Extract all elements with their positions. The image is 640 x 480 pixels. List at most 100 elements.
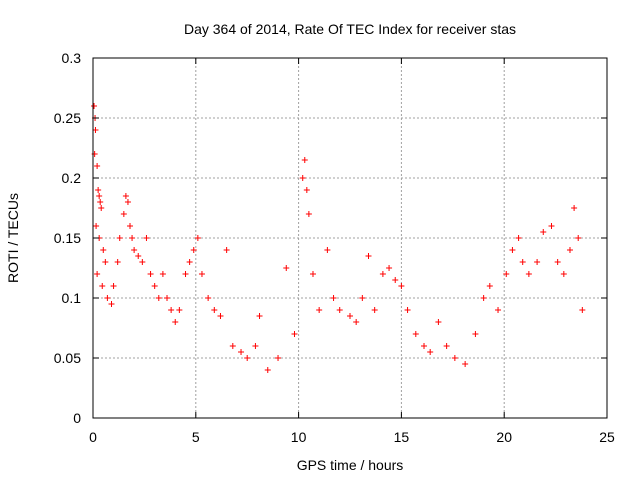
data-point	[480, 295, 487, 301]
data-point	[217, 313, 224, 319]
data-point	[305, 211, 312, 217]
data-point	[129, 235, 136, 241]
data-point	[91, 103, 98, 109]
chart-title: Day 364 of 2014, Rate Of TEC Index for r…	[184, 21, 516, 37]
x-tick-label: 25	[599, 429, 615, 445]
data-point	[303, 187, 310, 193]
data-point	[93, 223, 100, 229]
data-point	[176, 307, 183, 313]
data-point	[575, 235, 582, 241]
data-point	[135, 253, 142, 259]
data-point	[172, 319, 179, 325]
data-point	[571, 205, 578, 211]
data-point	[223, 247, 230, 253]
data-point	[256, 313, 263, 319]
data-point	[443, 343, 450, 349]
data-point	[365, 253, 372, 259]
data-point	[186, 259, 193, 265]
data-point	[291, 331, 298, 337]
x-tick-label: 10	[291, 429, 307, 445]
data-point	[198, 271, 205, 277]
data-point	[108, 301, 115, 307]
y-tick-label: 0.25	[54, 110, 81, 126]
data-point	[503, 271, 510, 277]
grid-lines	[93, 58, 607, 418]
data-point	[190, 247, 197, 253]
data-point	[124, 199, 131, 205]
data-point	[392, 277, 399, 283]
x-axis-label: GPS time / hours	[297, 457, 404, 473]
data-point	[102, 259, 109, 265]
data-point	[100, 247, 107, 253]
data-point	[347, 313, 353, 319]
data-point	[579, 307, 586, 313]
data-point	[324, 247, 331, 253]
data-point	[98, 205, 105, 211]
data-point	[566, 247, 573, 253]
data-point	[264, 367, 271, 373]
data-point	[211, 307, 218, 313]
data-point	[194, 235, 201, 241]
data-point	[299, 175, 306, 181]
data-point	[404, 307, 411, 313]
x-tick-label: 20	[496, 429, 512, 445]
data-point	[127, 223, 134, 229]
data-point	[114, 259, 121, 265]
data-point	[316, 307, 323, 313]
data-point	[168, 307, 175, 313]
data-point	[330, 295, 337, 301]
data-point	[95, 187, 102, 193]
y-tick-label: 0.1	[62, 290, 82, 306]
y-tick-label: 0.15	[54, 230, 81, 246]
data-point	[540, 229, 547, 235]
data-point	[519, 259, 526, 265]
y-tick-label: 0.2	[62, 170, 82, 186]
data-point	[151, 283, 158, 289]
y-tick-label: 0.05	[54, 350, 81, 366]
data-point	[139, 259, 146, 265]
data-point	[97, 199, 104, 205]
data-point	[94, 271, 101, 277]
data-point	[116, 235, 123, 241]
data-point	[104, 295, 111, 301]
data-point	[451, 355, 458, 361]
data-point	[371, 307, 378, 313]
data-point	[509, 247, 516, 253]
data-point	[486, 283, 493, 289]
data-point	[525, 271, 532, 277]
data-point	[421, 343, 428, 349]
data-point	[147, 271, 154, 277]
data-point	[548, 223, 555, 229]
data-point	[412, 331, 419, 337]
data-point	[495, 307, 502, 313]
x-tick-label: 0	[89, 429, 97, 445]
data-point	[427, 349, 434, 355]
data-point	[205, 295, 212, 301]
data-point	[560, 271, 567, 277]
y-axis-label: ROTI / TECUs	[5, 193, 21, 283]
data-point	[164, 295, 171, 301]
data-point	[275, 355, 282, 361]
data-point	[143, 235, 150, 241]
y-tick-label: 0	[73, 410, 81, 426]
y-tick-label: 0.3	[62, 50, 82, 66]
data-point	[94, 163, 101, 169]
data-point	[252, 343, 259, 349]
data-point	[122, 193, 129, 199]
data-point	[301, 157, 308, 163]
y-axis-ticks: 0 0.05 0.1 0.15 0.2 0.25 0.3	[54, 50, 607, 426]
data-point	[120, 211, 127, 217]
data-point	[244, 355, 251, 361]
data-point	[131, 247, 138, 253]
data-point	[155, 295, 162, 301]
data-point	[554, 259, 561, 265]
data-point	[353, 319, 360, 325]
data-point	[110, 283, 117, 289]
data-point	[435, 319, 442, 325]
data-point	[283, 265, 290, 271]
data-point	[96, 193, 103, 199]
data-point	[398, 283, 405, 289]
data-point	[159, 271, 166, 277]
data-point	[229, 343, 236, 349]
